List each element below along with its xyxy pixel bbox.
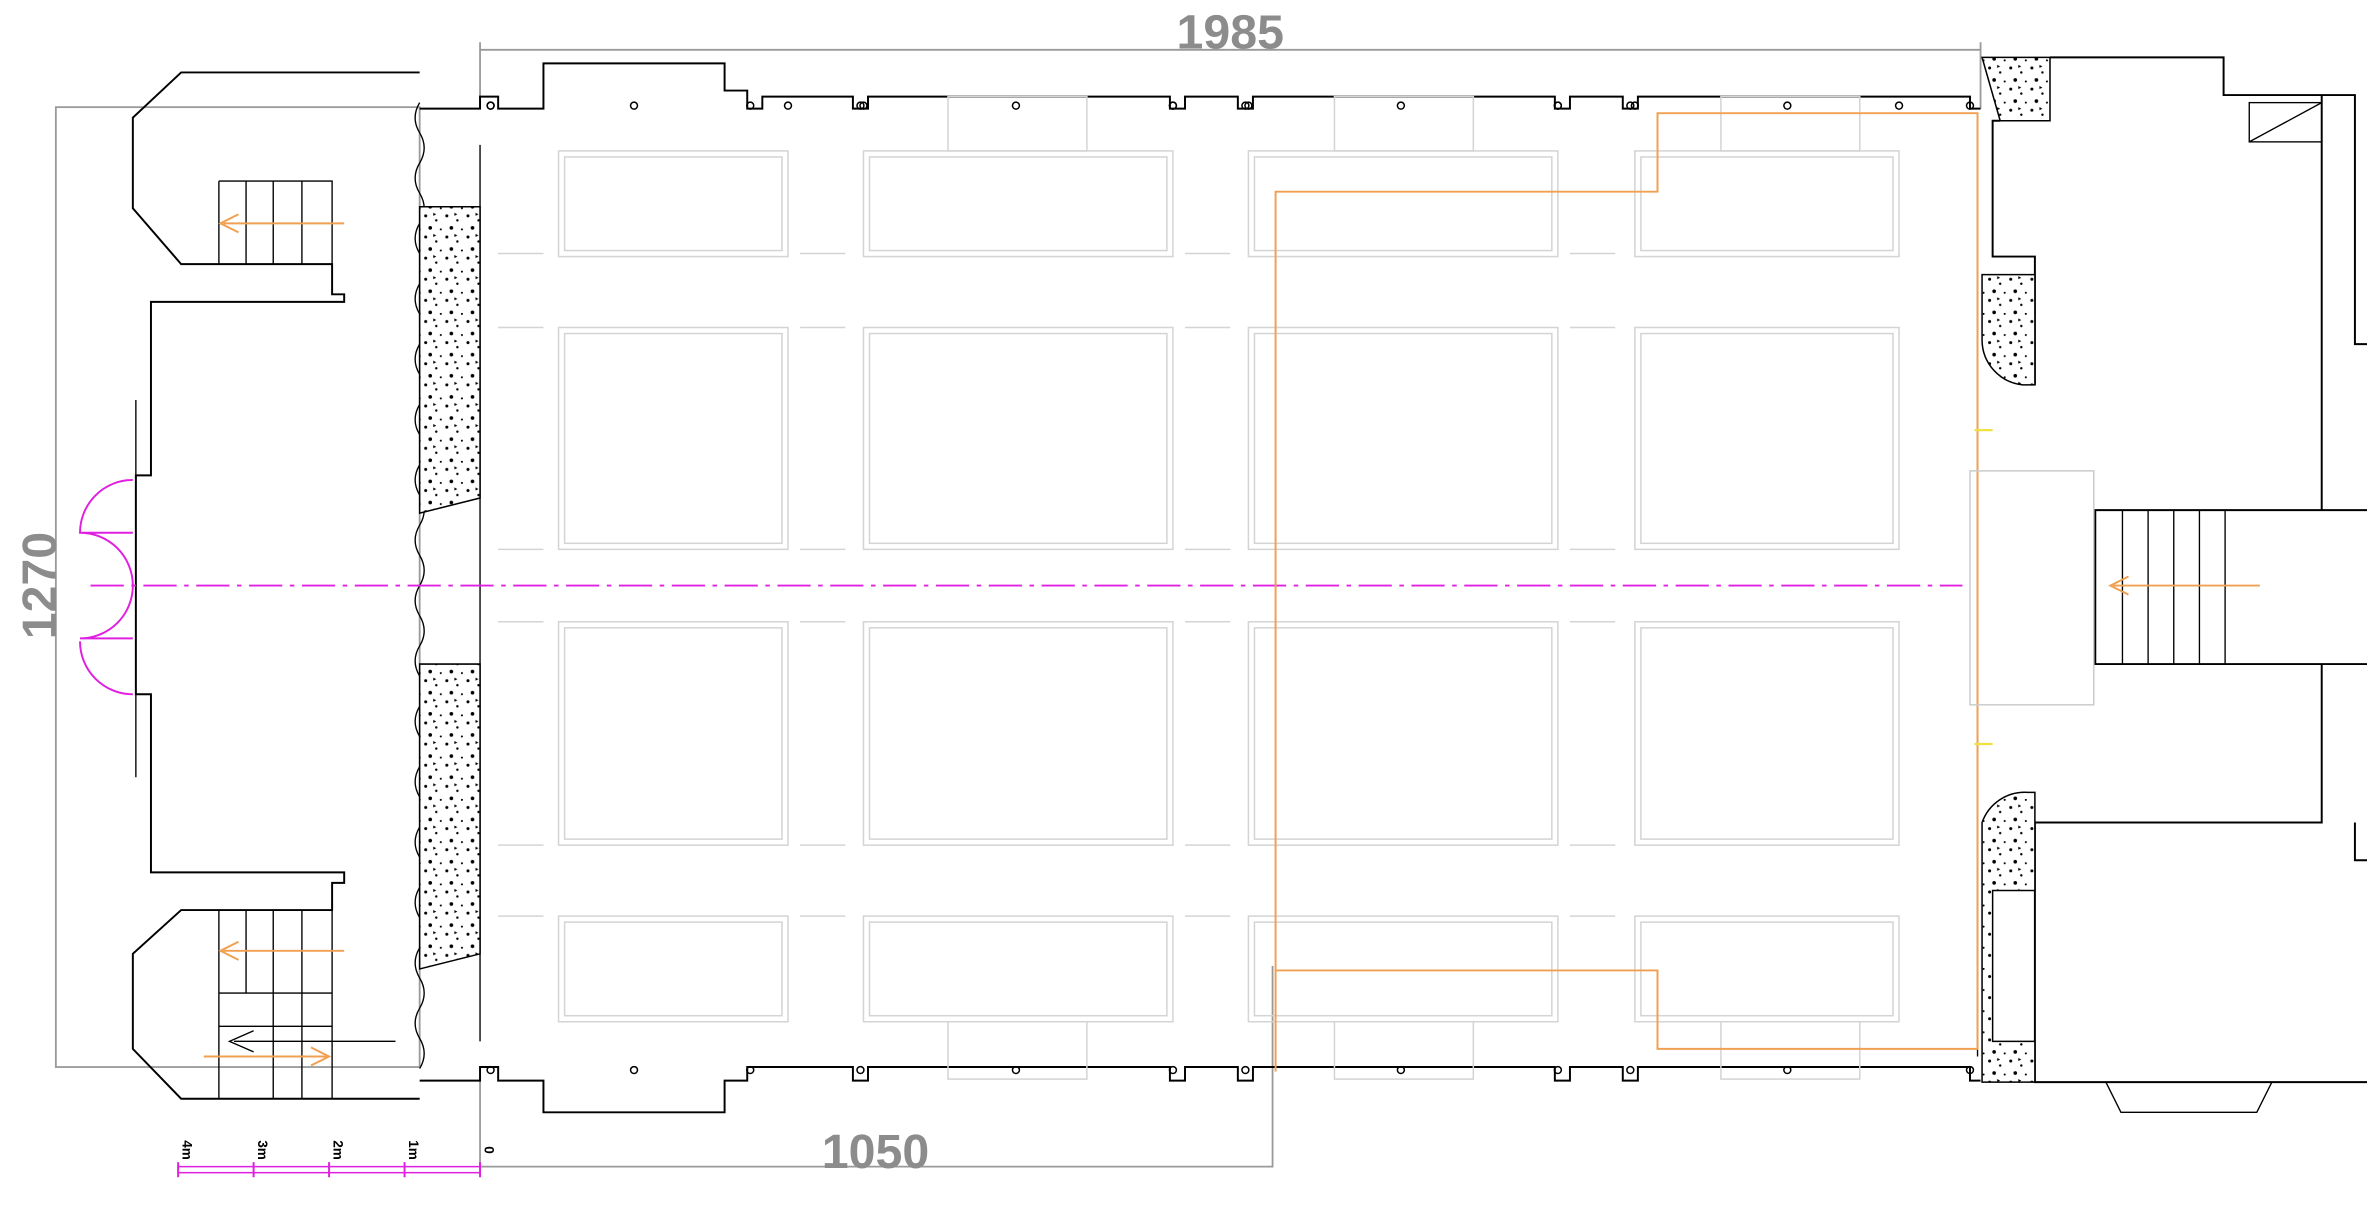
ceiling-panel (862, 150, 1174, 258)
right-wing (1969, 56, 2367, 1113)
window-bay (1720, 1020, 1861, 1080)
window-bay (1333, 95, 1475, 152)
column-dot (1168, 101, 1178, 110)
column-dot (629, 101, 639, 110)
column-dot (1244, 101, 1253, 110)
ceiling-panel-inner (868, 332, 1168, 545)
width-dimension: 1985 (1177, 5, 1284, 59)
column-dot (1168, 1065, 1178, 1075)
window-bay (947, 1020, 1088, 1080)
ceiling-panel (557, 326, 789, 551)
ceiling-grid (486, 95, 1975, 1080)
ceiling-panel (862, 915, 1174, 1023)
ceiling-panel-inner (1640, 156, 1894, 252)
ceiling-panel (557, 621, 789, 846)
column-dot (486, 1065, 495, 1075)
ceiling-panel-inner (868, 156, 1168, 252)
ceiling-panel-inner (1253, 332, 1553, 545)
column-dot (856, 101, 865, 110)
ceiling-panel-inner (563, 332, 783, 545)
column-dot (1783, 101, 1792, 110)
ceiling-panel (1247, 150, 1559, 258)
ceiling-panel (862, 621, 1174, 846)
ceiling-panel (1247, 326, 1559, 551)
ceiling-panel (1634, 915, 1900, 1023)
ceiling-panel-inner (1253, 156, 1553, 252)
partial-dimension: 1050 (822, 1125, 929, 1179)
column-dot (783, 101, 793, 110)
column-dot (1783, 1065, 1792, 1075)
column-dot (856, 1065, 865, 1075)
column-dot (1894, 101, 1904, 110)
column-dot (1626, 101, 1635, 110)
column-dot (1630, 101, 1640, 110)
ceiling-panel (1247, 915, 1559, 1023)
column-dot (1011, 101, 1021, 110)
ceiling-panel (1634, 150, 1900, 258)
ceiling-panel-inner (1640, 921, 1894, 1017)
ceiling-panel (1247, 621, 1559, 846)
ceiling-panel-inner (563, 156, 783, 252)
ceiling-panel (557, 150, 789, 258)
ceiling-panel (862, 326, 1174, 551)
scale-label: 4m (180, 1140, 195, 1160)
column-dot (1241, 101, 1250, 110)
ceiling-panel-inner (563, 921, 783, 1017)
scale-label: 0 (482, 1146, 497, 1154)
left-wing (79, 71, 481, 1100)
scale-label: 3m (255, 1140, 270, 1160)
column-dot (1553, 1065, 1563, 1075)
ceiling-panel-inner (868, 627, 1168, 840)
window-bay (947, 95, 1088, 152)
column-dot (1965, 101, 1975, 110)
ceiling-panel (1634, 326, 1900, 551)
scale-label: 2m (331, 1140, 346, 1160)
column-dot (1626, 1065, 1635, 1075)
column-dot (1965, 1065, 1975, 1075)
height-dimension: 1270 (13, 532, 67, 639)
ceiling-panel-inner (1253, 627, 1553, 840)
hall-walls (419, 62, 1981, 1114)
ceiling-panel-inner (1640, 627, 1894, 840)
scale-label: 1m (406, 1140, 421, 1160)
ceiling-panel-inner (868, 921, 1168, 1017)
dimension-lines (54, 42, 1982, 1168)
column-dot (1553, 101, 1563, 110)
column-dot (1241, 1065, 1250, 1075)
column-dot (486, 101, 495, 110)
ceiling-panel (557, 915, 789, 1023)
column-dot (1011, 1065, 1021, 1075)
column-dot (746, 1065, 755, 1075)
column-dot (629, 1065, 639, 1075)
ceiling-panel-inner (563, 627, 783, 840)
column-dot (746, 101, 755, 110)
ceiling-panel (1634, 621, 1900, 846)
orange-route (1274, 112, 1979, 1072)
window-bay (1720, 95, 1861, 152)
column-dot (1396, 1065, 1406, 1075)
column-dot (1396, 101, 1406, 110)
scale-bar: 4m 3m 2m 1m 0 (177, 1140, 497, 1178)
ceiling-panel-inner (1640, 332, 1894, 545)
window-bay (1333, 1020, 1475, 1080)
column-dot (859, 101, 868, 110)
ceiling-panel-inner (1253, 921, 1553, 1017)
